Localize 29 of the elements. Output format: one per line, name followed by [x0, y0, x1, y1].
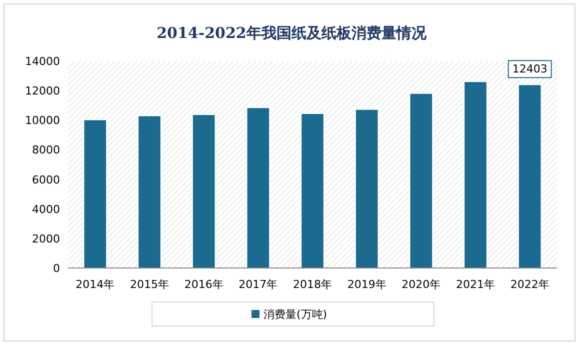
bar: [83, 119, 108, 268]
y-tick-label: 14000: [25, 55, 60, 68]
bar: [409, 92, 434, 268]
bar: [354, 108, 379, 268]
x-tick-label: 2017年: [238, 278, 278, 291]
x-tick-label: 2018年: [293, 278, 332, 291]
y-tick-label: 6000: [32, 173, 60, 186]
x-tick-label: 2019年: [347, 278, 386, 291]
legend-label: 消费量(万吨): [264, 308, 328, 321]
x-tick-label: 2020年: [402, 278, 441, 291]
bar: [246, 107, 270, 268]
y-tick-label: 8000: [32, 144, 60, 157]
y-tick-label: 12000: [25, 84, 60, 98]
bar: [192, 114, 216, 268]
bar: [300, 112, 324, 268]
y-tick-label: 2000: [32, 232, 60, 246]
bar: [138, 115, 162, 268]
y-tick-label: 4000: [32, 202, 60, 216]
bar: [518, 84, 542, 268]
data-label: 12403: [512, 62, 548, 76]
y-tick-label: 0: [53, 262, 60, 275]
x-tick-label: 2022年: [510, 278, 550, 291]
y-tick-label: 10000: [25, 114, 60, 128]
bar: [464, 81, 488, 268]
x-tick-label: 2021年: [456, 278, 495, 291]
x-tick-label: 2016年: [184, 278, 224, 291]
chart-title: 2014-2022年我国纸及纸板消费量情况: [156, 24, 428, 42]
x-tick-label: 2015年: [130, 278, 169, 291]
x-tick-label: 2014年: [76, 278, 115, 291]
